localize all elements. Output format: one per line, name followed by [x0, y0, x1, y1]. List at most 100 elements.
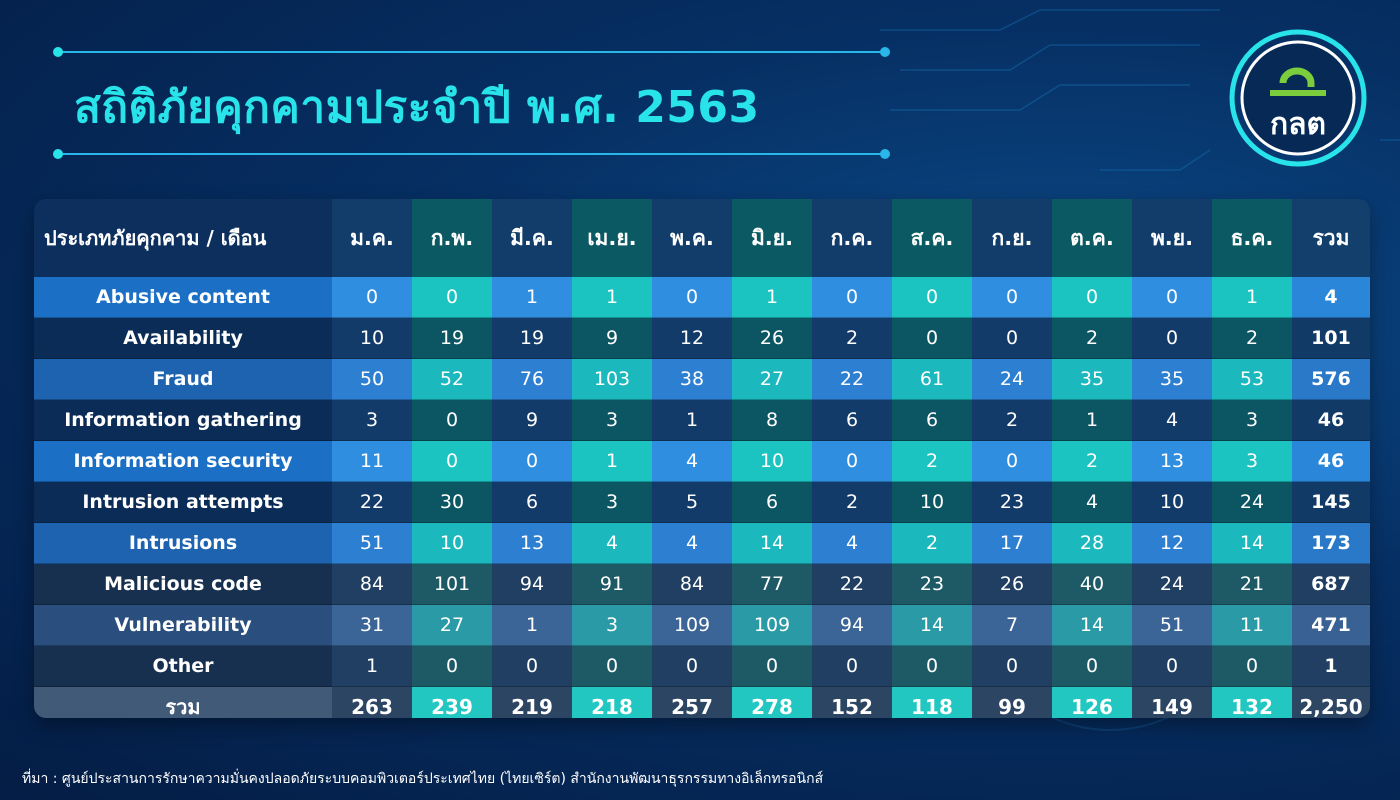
header-threat-type: ประเภทภัยคุกคาม / เดือน [34, 199, 332, 277]
month-sum-cell: 99 [972, 686, 1052, 718]
month-value-cell: 51 [332, 522, 412, 564]
month-value-cell: 94 [492, 563, 572, 605]
month-sum-cell: 278 [732, 686, 812, 718]
month-value-cell: 0 [1132, 645, 1212, 687]
month-value-cell: 109 [732, 604, 812, 646]
table-row: Fraud 50 52 76 103 38 27 22 61 24 35 35 53 576 [34, 358, 1370, 400]
month-value-cell: 0 [332, 277, 412, 318]
month-value-cell: 0 [412, 277, 492, 318]
month-value-cell: 4 [812, 522, 892, 564]
title-frame-lines [53, 47, 890, 159]
month-value-cell: 0 [972, 645, 1052, 687]
month-value-cell: 10 [732, 440, 812, 482]
month-value-cell: 4 [572, 522, 652, 564]
month-value-cell: 11 [1212, 604, 1292, 646]
month-value-cell: 7 [972, 604, 1052, 646]
grand-total-cell: 2,250 [1292, 686, 1370, 718]
month-value-cell: 1 [1212, 277, 1292, 318]
month-sum-cell: 219 [492, 686, 572, 718]
month-value-cell: 3 [572, 604, 652, 646]
month-value-cell: 0 [892, 317, 972, 359]
month-value-cell: 6 [732, 481, 812, 523]
month-value-cell: 0 [732, 645, 812, 687]
month-value-cell: 77 [732, 563, 812, 605]
threat-type-cell: Malicious code [34, 563, 332, 605]
month-value-cell: 22 [812, 563, 892, 605]
page-title: สถิติภัยคุกคามประจำปี พ.ศ. 2563 [74, 82, 760, 133]
month-value-cell: 10 [412, 522, 492, 564]
month-value-cell: 10 [332, 317, 412, 359]
header-total: รวม [1292, 199, 1370, 277]
month-value-cell: 6 [812, 399, 892, 441]
month-value-cell: 103 [572, 358, 652, 400]
sum-row: รวม 263 239 219 218 257 278 152 118 99 126 149 132 2,… [34, 686, 1370, 718]
month-value-cell: 101 [412, 563, 492, 605]
month-value-cell: 38 [652, 358, 732, 400]
month-value-cell: 11 [332, 440, 412, 482]
row-total-cell: 46 [1292, 440, 1370, 482]
month-value-cell: 24 [972, 358, 1052, 400]
source-footnote: ที่มา : ศูนย์ประสานการรักษาความมั่นคงปลอ… [22, 771, 824, 787]
threat-type-cell: Information gathering [34, 399, 332, 441]
logo-text: กลต [1270, 107, 1326, 142]
month-value-cell: 8 [732, 399, 812, 441]
month-value-cell: 4 [652, 522, 732, 564]
month-value-cell: 24 [1212, 481, 1292, 523]
month-value-cell: 50 [332, 358, 412, 400]
header-month: ม.ค. [332, 199, 412, 277]
month-sum-cell: 132 [1212, 686, 1292, 718]
sum-label-cell: รวม [34, 686, 332, 718]
month-value-cell: 14 [732, 522, 812, 564]
month-value-cell: 22 [332, 481, 412, 523]
month-value-cell: 4 [1132, 399, 1212, 441]
month-value-cell: 0 [1212, 645, 1292, 687]
month-value-cell: 0 [1052, 645, 1132, 687]
month-value-cell: 0 [972, 317, 1052, 359]
month-sum-cell: 118 [892, 686, 972, 718]
month-value-cell: 0 [1132, 277, 1212, 318]
month-value-cell: 2 [892, 440, 972, 482]
month-value-cell: 6 [892, 399, 972, 441]
row-total-cell: 173 [1292, 522, 1370, 564]
header-month: ธ.ค. [1212, 199, 1292, 277]
header-month: พ.ค. [652, 199, 732, 277]
table-row: Malicious code 84 101 94 91 84 77 22 23 26 40 24 21 6… [34, 563, 1370, 605]
month-value-cell: 0 [652, 645, 732, 687]
month-value-cell: 51 [1132, 604, 1212, 646]
month-value-cell: 0 [892, 277, 972, 318]
month-value-cell: 0 [572, 645, 652, 687]
month-value-cell: 26 [732, 317, 812, 359]
table-header-row: ประเภทภัยคุกคาม / เดือน ม.ค. ก.พ. มี.ค. … [34, 199, 1370, 277]
month-value-cell: 0 [412, 399, 492, 441]
month-value-cell: 5 [652, 481, 732, 523]
header-month: ก.ย. [972, 199, 1052, 277]
month-value-cell: 1 [492, 277, 572, 318]
month-value-cell: 17 [972, 522, 1052, 564]
month-value-cell: 1 [572, 277, 652, 318]
month-value-cell: 10 [1132, 481, 1212, 523]
row-total-cell: 687 [1292, 563, 1370, 605]
month-sum-cell: 218 [572, 686, 652, 718]
row-total-cell: 1 [1292, 645, 1370, 687]
table-row: Abusive content 0 0 1 1 0 1 0 0 0 0 0 1 4 [34, 277, 1370, 318]
month-value-cell: 2 [1052, 317, 1132, 359]
header-month: ก.พ. [412, 199, 492, 277]
header-month: ก.ค. [812, 199, 892, 277]
month-value-cell: 3 [332, 399, 412, 441]
month-value-cell: 1 [732, 277, 812, 318]
month-value-cell: 1 [332, 645, 412, 687]
table-row: Availability 10 19 19 9 12 26 2 0 0 2 0 2 101 [34, 317, 1370, 359]
month-value-cell: 14 [1052, 604, 1132, 646]
threat-type-cell: Vulnerability [34, 604, 332, 646]
threat-stats-table-card: ประเภทภัยคุกคาม / เดือน ม.ค. ก.พ. มี.ค. … [34, 199, 1370, 718]
threat-type-cell: Information security [34, 440, 332, 482]
month-value-cell: 27 [732, 358, 812, 400]
month-value-cell: 1 [652, 399, 732, 441]
month-sum-cell: 263 [332, 686, 412, 718]
row-total-cell: 101 [1292, 317, 1370, 359]
month-value-cell: 0 [972, 277, 1052, 318]
threat-type-cell: Availability [34, 317, 332, 359]
month-value-cell: 4 [1052, 481, 1132, 523]
row-total-cell: 4 [1292, 277, 1370, 318]
month-value-cell: 28 [1052, 522, 1132, 564]
